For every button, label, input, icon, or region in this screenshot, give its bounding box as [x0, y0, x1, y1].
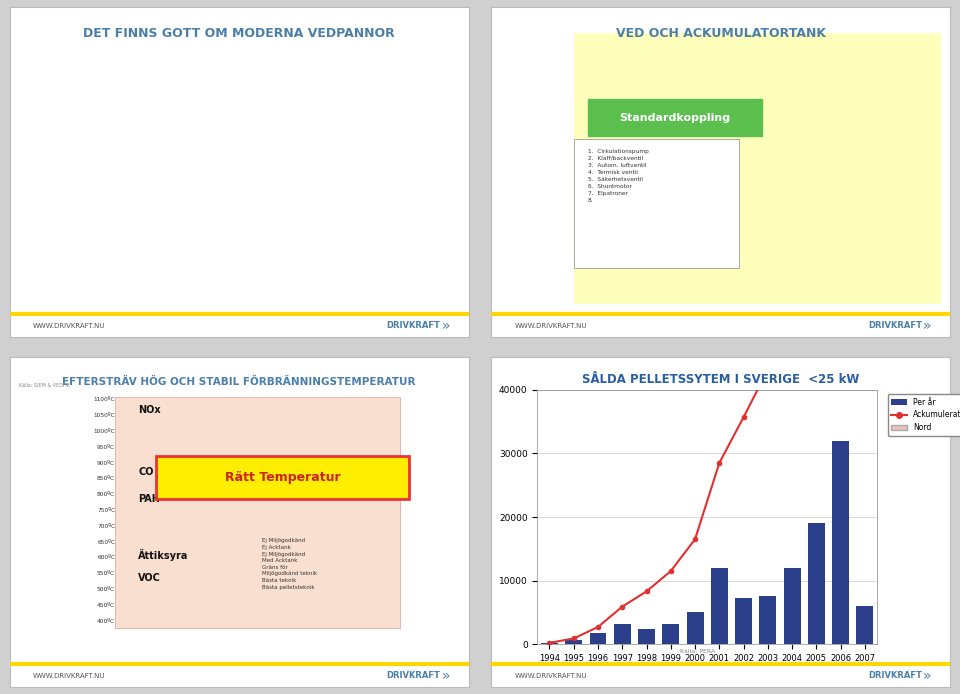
Text: 700ºC: 700ºC [97, 524, 115, 529]
Text: DET FINNS GOTT OM MODERNA VEDPANNOR: DET FINNS GOTT OM MODERNA VEDPANNOR [84, 27, 395, 40]
Text: WWW.DRIVKRAFT.NU: WWW.DRIVKRAFT.NU [33, 672, 105, 679]
Text: 1100ºC: 1100ºC [93, 398, 115, 403]
Text: EFTERSTRÄV HÖG OCH STABIL FÖRBRÄNNINGSTEMPERATUR: EFTERSTRÄV HÖG OCH STABIL FÖRBRÄNNINGSTE… [62, 377, 416, 387]
Text: 600ºC: 600ºC [97, 555, 115, 560]
FancyBboxPatch shape [574, 139, 739, 268]
Text: VOC: VOC [138, 573, 161, 583]
Text: 850ºC: 850ºC [97, 476, 115, 482]
Text: 500ºC: 500ºC [97, 587, 115, 592]
Text: DRIVKRAFT: DRIVKRAFT [869, 321, 923, 330]
FancyBboxPatch shape [588, 99, 762, 136]
Text: DRIVKRAFT: DRIVKRAFT [387, 321, 441, 330]
Text: Källa: SIEM & VEDHK: Källa: SIEM & VEDHK [19, 383, 70, 389]
Text: WWW.DRIVKRAFT.NU: WWW.DRIVKRAFT.NU [33, 323, 105, 328]
Text: »: » [924, 319, 932, 332]
Text: Rätt Temperatur: Rätt Temperatur [225, 471, 341, 484]
Text: 1050ºC: 1050ºC [93, 413, 115, 418]
Text: 900ºC: 900ºC [97, 461, 115, 466]
Text: 1.  Cirkulationspump
2.  Klaff/backventil
3.  Autom. luftventil
4.  Termisk vent: 1. Cirkulationspump 2. Klaff/backventil … [588, 149, 649, 203]
Text: »: » [442, 668, 450, 682]
Text: Källa: PERA: Källa: PERA [681, 649, 715, 654]
Text: DRIVKRAFT: DRIVKRAFT [869, 671, 923, 680]
Text: »: » [442, 319, 450, 332]
Text: 400ºC: 400ºC [97, 618, 115, 623]
Text: Standardkoppling: Standardkoppling [619, 112, 731, 123]
Text: VED OCH ACKUMULATORTANK: VED OCH ACKUMULATORTANK [616, 27, 826, 40]
Text: DRIVKRAFT: DRIVKRAFT [387, 671, 441, 680]
Text: NOx: NOx [138, 405, 160, 415]
Text: 650ºC: 650ºC [97, 539, 115, 545]
Text: 450ºC: 450ºC [97, 602, 115, 608]
Text: 800ºC: 800ºC [97, 492, 115, 497]
FancyBboxPatch shape [156, 456, 409, 499]
Text: 1000ºC: 1000ºC [93, 429, 115, 434]
Text: WWW.DRIVKRAFT.NU: WWW.DRIVKRAFT.NU [515, 323, 587, 328]
Text: WWW.DRIVKRAFT.NU: WWW.DRIVKRAFT.NU [515, 672, 587, 679]
FancyBboxPatch shape [574, 33, 941, 304]
Text: 550ºC: 550ºC [97, 571, 115, 576]
Text: »: » [924, 668, 932, 682]
Text: Ej Miljögodkänd
Ej Acktank
Ej Miljögodkänd
Med Acktank
Gräns för
Miljögodkänd te: Ej Miljögodkänd Ej Acktank Ej Miljögodkä… [262, 539, 317, 590]
Text: SÅLDA PELLETSSYTEM I SVERIGE  <25 kW: SÅLDA PELLETSSYTEM I SVERIGE <25 kW [583, 373, 859, 387]
Text: PAH: PAH [138, 494, 160, 504]
Text: 750ºC: 750ºC [97, 508, 115, 513]
Text: CO: CO [138, 468, 154, 477]
Text: Ättiksyra: Ättiksyra [138, 549, 188, 561]
Text: 950ºC: 950ºC [97, 445, 115, 450]
FancyBboxPatch shape [115, 396, 399, 627]
